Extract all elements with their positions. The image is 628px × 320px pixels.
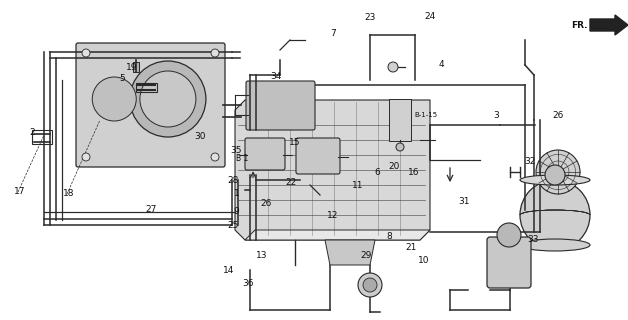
Circle shape [536,150,580,194]
Circle shape [545,165,565,185]
Text: 30: 30 [195,132,206,140]
FancyBboxPatch shape [487,237,531,288]
Text: 22: 22 [286,178,297,187]
Text: 33: 33 [528,236,539,244]
Text: 36: 36 [242,279,254,288]
Text: 18: 18 [63,189,74,198]
Text: 21: 21 [405,244,416,252]
Text: 35: 35 [230,146,242,155]
Polygon shape [235,100,430,240]
FancyBboxPatch shape [296,138,340,174]
Circle shape [363,278,377,292]
Circle shape [211,153,219,161]
Ellipse shape [520,239,590,251]
Circle shape [358,273,382,297]
Text: B-1-15: B-1-15 [414,112,438,118]
Circle shape [82,153,90,161]
Text: 8: 8 [386,232,392,241]
Text: 13: 13 [256,252,268,260]
Text: 11: 11 [352,181,363,190]
Text: 6: 6 [374,168,380,177]
Text: 26: 26 [261,199,272,208]
FancyBboxPatch shape [246,81,315,130]
Circle shape [92,77,136,121]
Text: 1: 1 [234,189,240,198]
Text: 20: 20 [388,162,399,171]
Text: 16: 16 [408,168,420,177]
Text: 14: 14 [223,266,234,275]
Ellipse shape [520,175,590,185]
Text: 24: 24 [425,12,436,20]
FancyBboxPatch shape [389,99,411,141]
Text: 17: 17 [14,188,25,196]
Text: 27: 27 [145,205,156,214]
Circle shape [82,49,90,57]
Circle shape [396,143,404,151]
Circle shape [497,223,521,247]
Bar [133,62,139,72]
Text: 7: 7 [330,29,336,38]
Text: 4: 4 [438,60,444,68]
Text: 26: 26 [553,111,564,120]
Text: FR.: FR. [571,20,588,29]
Text: 28: 28 [227,176,239,185]
Text: 23: 23 [365,13,376,22]
Circle shape [130,61,206,137]
FancyBboxPatch shape [245,138,285,170]
Polygon shape [245,230,430,240]
Text: 25: 25 [227,221,239,230]
Text: 12: 12 [327,212,338,220]
Circle shape [140,71,196,127]
Text: 9: 9 [233,207,239,216]
Text: 34: 34 [270,72,281,81]
Text: 2: 2 [29,128,35,137]
Text: 19: 19 [126,63,137,72]
Text: B 1: B 1 [236,154,248,163]
Text: 32: 32 [524,157,536,166]
FancyBboxPatch shape [76,43,225,167]
Circle shape [211,49,219,57]
Text: 3: 3 [493,111,499,120]
Polygon shape [590,15,628,35]
Text: 5: 5 [119,74,126,83]
Polygon shape [325,240,375,265]
Bar [136,83,157,92]
Circle shape [388,62,398,72]
Text: 10: 10 [418,256,429,265]
Bar [32,130,52,144]
Text: 31: 31 [458,197,470,206]
Text: 29: 29 [360,252,372,260]
Circle shape [520,180,590,250]
Text: 15: 15 [289,138,300,147]
